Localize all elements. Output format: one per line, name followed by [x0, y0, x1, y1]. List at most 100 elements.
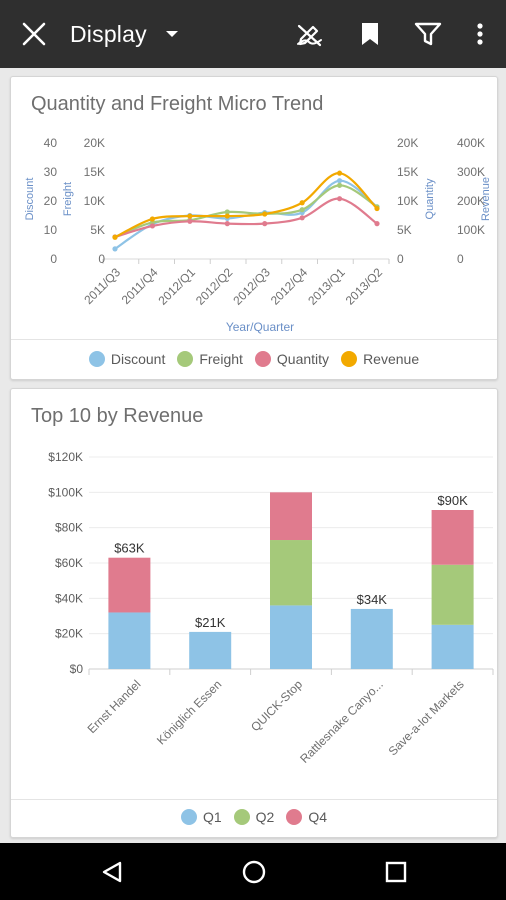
recent-apps-button[interactable] — [366, 843, 426, 900]
data-point-quantity[interactable] — [187, 218, 193, 224]
legend-item-revenue[interactable]: Revenue — [341, 351, 419, 367]
bar-segment-q4[interactable] — [108, 557, 151, 613]
legend-divider — [11, 799, 497, 800]
data-point-discount[interactable] — [336, 178, 343, 184]
bar-total-label: $34K — [357, 592, 388, 607]
y-tick-label: $80K — [55, 521, 83, 535]
axis-title-freight: Freight — [62, 182, 74, 216]
y-tick-label-discount: 40 — [44, 136, 58, 150]
y-tick-label-quantity: 0 — [397, 252, 404, 266]
y-tick-label: $100K — [48, 485, 83, 499]
bar-segment-q1[interactable] — [431, 624, 474, 669]
legend-item-q1[interactable]: Q1 — [180, 809, 222, 825]
bar-segment-q1[interactable] — [270, 605, 312, 669]
legend-item-q2[interactable]: Q2 — [233, 809, 275, 825]
y-tick-label-discount: 0 — [50, 252, 57, 266]
data-point-freight[interactable] — [336, 182, 343, 188]
bar-segment-q4[interactable] — [270, 492, 312, 541]
data-point-freight[interactable] — [299, 207, 305, 213]
data-point-freight[interactable] — [224, 209, 230, 215]
bar-segment-q2[interactable] — [270, 540, 312, 606]
data-point-revenue[interactable] — [374, 205, 380, 212]
line-chart: 40 30 20 10 0 20K 15K 10K 5K 0 20K 15K 10K 5K 0 400K 300… — [24, 136, 492, 334]
x-tick-label: 2011/Q3 — [81, 265, 123, 307]
y-tick-label-freight: 0 — [98, 252, 105, 266]
legend-item-discount[interactable]: Discount — [88, 351, 165, 367]
y-tick-label: $120K — [48, 450, 83, 464]
line-chart-title: Quantity and Freight Micro Trend — [31, 93, 324, 115]
data-point-revenue[interactable] — [262, 211, 268, 217]
x-tick-label: Save-a-lot Markets — [386, 677, 467, 758]
legend-swatch — [180, 809, 197, 825]
legend-label: Q4 — [308, 809, 328, 825]
data-point-quantity[interactable] — [374, 221, 380, 227]
legend-label: Q2 — [255, 809, 275, 825]
data-point-revenue[interactable] — [149, 216, 156, 222]
bar-segment-q4[interactable] — [431, 510, 474, 565]
x-tick-label: Ernst Handel — [85, 677, 144, 736]
close-icon — [22, 22, 46, 46]
filter-button[interactable] — [408, 0, 448, 68]
filter-icon — [414, 22, 442, 46]
legend-swatch — [233, 809, 250, 825]
data-point-quantity[interactable] — [262, 221, 268, 227]
x-tick-label: 2012/Q2 — [193, 265, 236, 308]
y-tick-label-freight: 15K — [84, 165, 105, 179]
data-point-revenue[interactable] — [299, 200, 305, 206]
bar-total-label: $63K — [114, 541, 145, 556]
axis-title-quantity: Quantity — [424, 178, 436, 219]
data-point-revenue[interactable] — [224, 213, 230, 219]
edit-button[interactable] — [290, 0, 330, 68]
y-tick-label-discount: 10 — [44, 223, 58, 237]
y-tick-label-discount: 30 — [44, 165, 58, 179]
data-point-discount[interactable] — [112, 246, 118, 252]
data-point-revenue[interactable] — [112, 234, 118, 240]
legend-item-q4[interactable]: Q4 — [286, 809, 327, 825]
bookmark-button[interactable] — [350, 0, 390, 68]
bar-chart-title: Top 10 by Revenue — [31, 405, 204, 427]
bar-total-label: $90K — [437, 493, 468, 508]
legend-label: Revenue — [363, 351, 420, 367]
edit-off-icon — [297, 24, 322, 47]
bar-segment-q1[interactable] — [350, 608, 393, 669]
y-tick-label-freight: 20K — [84, 136, 105, 150]
home-circle-icon — [242, 860, 266, 883]
y-tick-label-freight: 10K — [84, 194, 105, 208]
series-line-revenue — [114, 172, 378, 239]
axis-title-discount: Discount — [24, 178, 36, 221]
y-tick-label-quantity: 5K — [397, 223, 412, 237]
bar-total-label: $21K — [195, 615, 226, 630]
y-tick-label-revenue: 300K — [457, 165, 485, 179]
y-tick-label: $40K — [55, 591, 83, 605]
data-point-revenue[interactable] — [187, 213, 193, 219]
title-dropdown-button[interactable] — [160, 0, 184, 68]
data-point-revenue[interactable] — [336, 170, 343, 176]
series-line-freight — [114, 184, 378, 238]
more-options-button[interactable] — [462, 0, 498, 68]
y-tick-label: $0 — [70, 662, 84, 676]
legend-label: Q1 — [202, 809, 222, 825]
data-point-quantity[interactable] — [149, 223, 156, 229]
data-point-quantity[interactable] — [224, 221, 230, 227]
close-button[interactable] — [10, 0, 58, 68]
back-button[interactable] — [82, 843, 142, 900]
bar-segment-q2[interactable] — [431, 564, 474, 625]
bar-chart: $120K $100K $80K $60K $40K $20K $0 $63K Ernst Ha… — [48, 450, 494, 766]
bar-segment-q1[interactable] — [108, 612, 151, 669]
legend-item-quantity[interactable]: Quantity — [254, 351, 329, 367]
legend-swatch — [286, 809, 303, 825]
home-button[interactable] — [224, 843, 284, 900]
series-line-quantity — [114, 197, 378, 239]
x-tick-label: 2011/Q4 — [119, 265, 161, 307]
legend-swatch — [177, 351, 194, 367]
toolbar-title[interactable]: Display — [70, 20, 147, 47]
x-axis-title: Year/Quarter — [226, 320, 294, 334]
bar-segment-q1[interactable] — [189, 631, 232, 669]
y-tick-label-revenue: 0 — [457, 252, 464, 266]
y-tick-label: $60K — [55, 556, 83, 570]
back-triangle-icon — [102, 861, 122, 882]
data-point-quantity[interactable] — [336, 196, 343, 202]
y-tick-label-revenue: 200K — [457, 194, 485, 208]
legend-item-freight[interactable]: Freight — [177, 351, 243, 367]
data-point-quantity[interactable] — [299, 215, 305, 221]
